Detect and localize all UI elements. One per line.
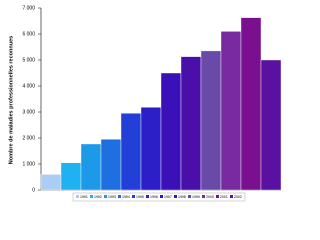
bar bbox=[100, 139, 122, 191]
legend-label: 1996 bbox=[150, 195, 158, 199]
y-axis-label: Nombre de maladies professionnelles reco… bbox=[8, 36, 14, 164]
legend-box bbox=[72, 192, 246, 202]
legend-label: 1991 bbox=[80, 195, 88, 199]
legend-label: 1998 bbox=[178, 195, 186, 199]
legend-label: 1994 bbox=[122, 195, 130, 199]
y-tick-label: 0 bbox=[32, 187, 35, 193]
legend-swatch bbox=[104, 195, 107, 198]
y-tick-label: 7 000 bbox=[22, 5, 35, 11]
legend-swatch bbox=[160, 195, 163, 198]
legend-label: 1992 bbox=[94, 195, 102, 199]
legend-label: 1993 bbox=[108, 195, 116, 199]
legend-label: 1997 bbox=[164, 195, 172, 199]
y-tick-label: 5 000 bbox=[22, 57, 35, 63]
bar bbox=[200, 50, 222, 191]
y-tick-label: 1 000 bbox=[22, 161, 35, 167]
legend-swatch bbox=[174, 195, 177, 198]
bar bbox=[160, 72, 182, 191]
legend-label: 2000 bbox=[206, 195, 214, 199]
legend-swatch bbox=[230, 195, 233, 198]
legend-swatch bbox=[146, 195, 149, 198]
legend-swatch bbox=[202, 195, 205, 198]
legend-swatch bbox=[132, 195, 135, 198]
y-tick-label: 4 000 bbox=[22, 83, 35, 89]
bar bbox=[180, 56, 202, 191]
bar bbox=[240, 17, 262, 191]
bar bbox=[260, 59, 282, 191]
legend-label: 1999 bbox=[192, 195, 200, 199]
legend-swatch bbox=[76, 195, 79, 198]
y-tick-label: 6 000 bbox=[22, 31, 35, 37]
legend-label: 2001 bbox=[220, 195, 228, 199]
chart: Nombre de maladies professionnelles reco… bbox=[8, 5, 282, 202]
bar bbox=[80, 143, 102, 191]
legend-swatch bbox=[118, 195, 121, 198]
legend-swatch bbox=[188, 195, 191, 198]
legend-swatch bbox=[90, 195, 93, 198]
bar bbox=[60, 162, 82, 191]
legend-label: 2002 bbox=[234, 195, 242, 199]
legend-swatch bbox=[216, 195, 219, 198]
y-tick-label: 2 000 bbox=[22, 135, 35, 141]
bar bbox=[140, 107, 162, 191]
y-tick-label: 3 000 bbox=[22, 109, 35, 115]
bar bbox=[40, 174, 62, 191]
legend-label: 1995 bbox=[136, 195, 144, 199]
bar bbox=[120, 113, 142, 191]
bar bbox=[220, 31, 242, 191]
